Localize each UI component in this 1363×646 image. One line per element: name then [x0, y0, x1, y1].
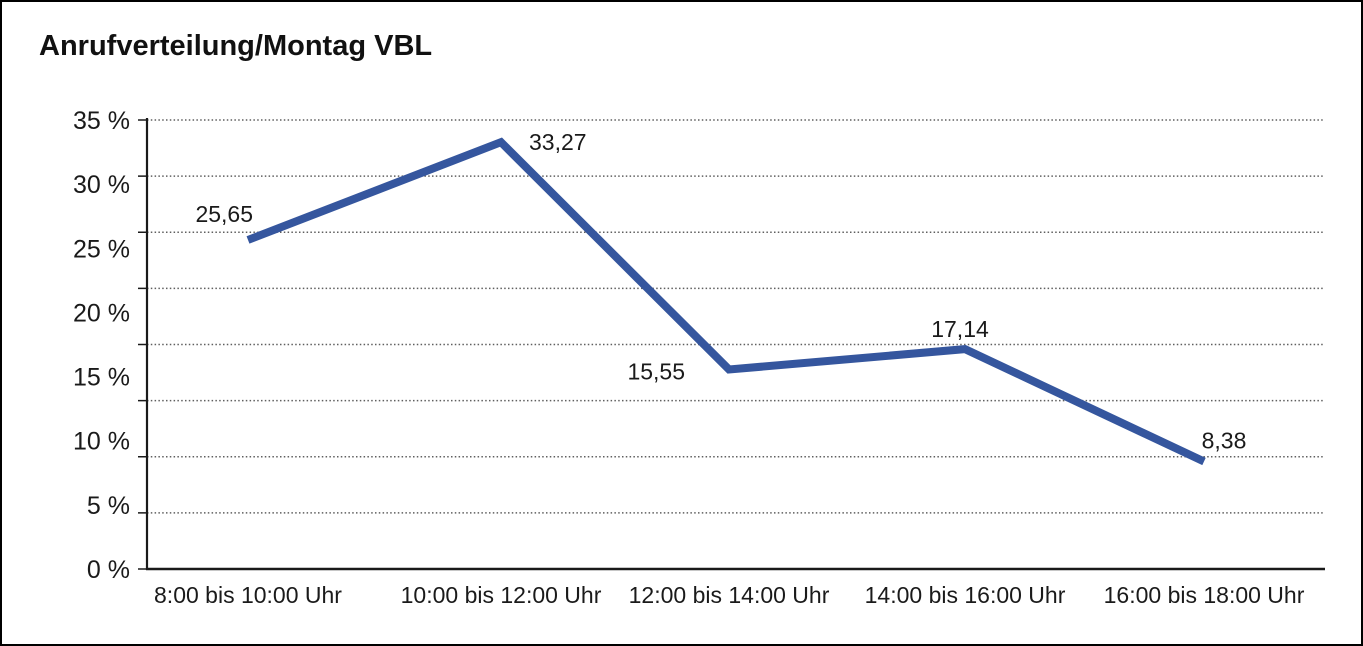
x-tick-label: 8:00 bis 10:00 Uhr: [154, 582, 342, 608]
y-tick-label: 25 %: [73, 235, 130, 263]
y-tick-label: 30 %: [73, 171, 130, 199]
y-tick-label: 35 %: [73, 107, 130, 135]
x-tick-label: 12:00 bis 14:00 Uhr: [629, 582, 830, 608]
y-tick-label: 15 %: [73, 364, 130, 392]
y-tick-label: 5 %: [87, 492, 130, 520]
data-point-label: 15,55: [627, 359, 685, 385]
y-tick-label: 20 %: [73, 299, 130, 327]
y-tick-label: 10 %: [73, 428, 130, 456]
data-point-label: 8,38: [1202, 427, 1247, 453]
data-point-label: 25,65: [195, 201, 253, 227]
data-point-label: 17,14: [931, 316, 989, 342]
x-tick-label: 10:00 bis 12:00 Uhr: [401, 582, 602, 608]
chart-title: Anrufverteilung/Montag VBL: [39, 30, 433, 62]
y-tick-label: 0 %: [87, 556, 130, 584]
data-series-line: [246, 137, 1206, 466]
data-point-label: 33,27: [529, 129, 587, 155]
x-tick-label: 14:00 bis 16:00 Uhr: [865, 582, 1066, 608]
x-tick-label: 16:00 bis 18:00 Uhr: [1104, 582, 1305, 608]
